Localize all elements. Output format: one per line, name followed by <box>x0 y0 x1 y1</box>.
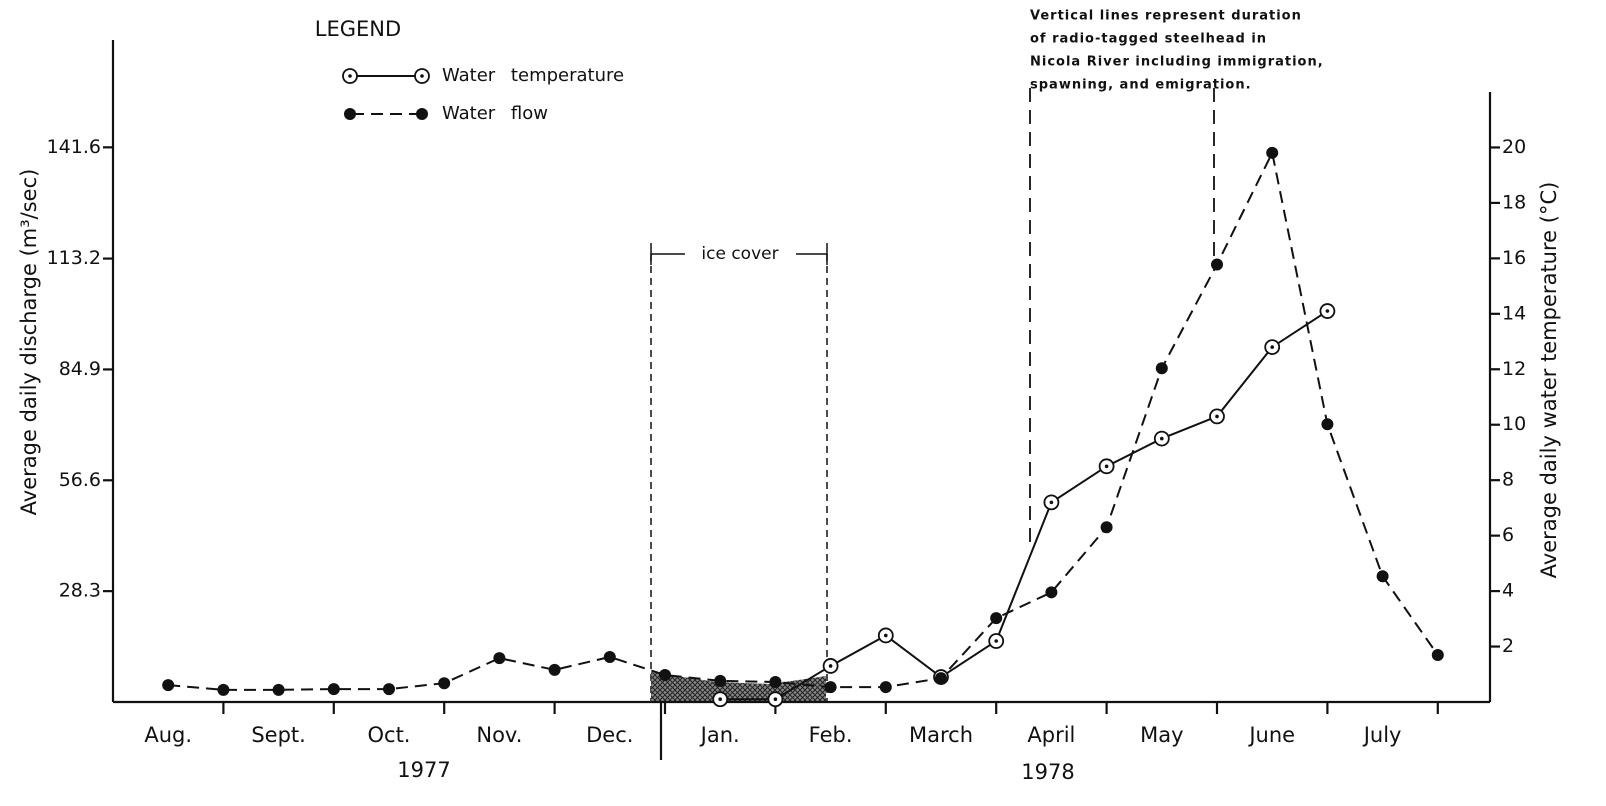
x-tick-label: Dec. <box>586 723 633 747</box>
y2-tick-label: 18 <box>1502 191 1526 213</box>
point-dot <box>718 697 722 702</box>
point <box>1045 586 1058 599</box>
point <box>217 683 230 696</box>
note-line: Vertical lines represent duration <box>1030 9 1302 24</box>
point <box>162 679 175 692</box>
y2-tick-label: 2 <box>1502 635 1514 657</box>
x-tick-label: Sept. <box>251 723 306 747</box>
y2-axis-label: Average daily water temperature (°C) <box>1537 182 1561 579</box>
y-tick-label: 141.6 <box>47 136 101 158</box>
point <box>327 683 340 696</box>
x-tick-label: May <box>1140 723 1183 747</box>
x-tick-label: Oct. <box>368 723 411 747</box>
legend-title: LEGEND <box>315 17 401 41</box>
year-label: 1977 <box>397 758 450 782</box>
point <box>659 668 671 681</box>
ice-cover-label: ice cover <box>701 244 778 264</box>
x-tick-label: Aug. <box>144 723 192 747</box>
point <box>1321 418 1334 431</box>
duration-lines <box>1029 88 1215 550</box>
y-tick-label: 113.2 <box>47 247 101 269</box>
point <box>1376 570 1389 583</box>
series-line <box>168 149 1439 691</box>
note-line: Nicola River including immigration, <box>1030 55 1324 70</box>
point <box>438 677 451 690</box>
y2-tick-label: 16 <box>1502 247 1526 269</box>
point-dot <box>884 633 888 638</box>
x-tick-label: March <box>909 723 973 747</box>
legend-marker-dot <box>420 74 424 78</box>
point-dot <box>1325 309 1330 313</box>
point-dot <box>773 697 778 702</box>
point <box>548 663 561 676</box>
legend-marker <box>344 108 356 120</box>
y2-tick-label: 20 <box>1502 136 1526 158</box>
point <box>1431 648 1444 661</box>
point <box>1266 146 1279 159</box>
note-line: of radio-tagged steelhead in <box>1030 32 1267 47</box>
point <box>769 676 782 689</box>
ice-cover-box <box>650 243 828 702</box>
y2-tick-label: 6 <box>1502 524 1514 546</box>
point-dot <box>828 664 833 668</box>
legend-marker-dot <box>348 74 352 78</box>
y2-tick-label: 12 <box>1502 358 1526 380</box>
point <box>1100 521 1113 534</box>
point <box>1155 362 1168 375</box>
point <box>714 674 727 687</box>
x-tick-label: April <box>1027 723 1075 747</box>
y2-tick-label: 8 <box>1502 469 1514 491</box>
y-axis-label: Average daily discharge (m³/sec) <box>17 169 41 516</box>
series-line <box>720 310 1328 701</box>
x-tick-label: Feb. <box>809 723 853 747</box>
y2-tick-label: 10 <box>1502 413 1526 435</box>
y2-tick-label: 4 <box>1502 580 1514 602</box>
point-dot <box>1215 414 1219 419</box>
x-tick-label: Jan. <box>699 723 740 747</box>
point-dot <box>1104 464 1109 469</box>
point <box>383 683 395 696</box>
point <box>935 672 947 685</box>
point-dot <box>1049 500 1054 505</box>
y2-tick-label: 14 <box>1502 302 1526 324</box>
year-label: 1978 <box>1021 760 1074 784</box>
point <box>990 612 1003 625</box>
point <box>272 683 285 696</box>
legend-label: Water temperature <box>442 65 624 86</box>
y-tick-label: 56.6 <box>59 469 101 491</box>
x-tick-label: Nov. <box>476 723 522 747</box>
note-line: spawning, and emigration. <box>1030 78 1252 93</box>
point <box>1211 258 1223 271</box>
point-dot <box>1160 436 1164 441</box>
y-tick-label: 84.9 <box>59 358 101 380</box>
point <box>493 652 506 665</box>
point <box>824 681 837 694</box>
point-dot <box>994 639 998 643</box>
point <box>603 650 616 663</box>
x-tick-label: June <box>1247 723 1295 747</box>
legend-label: Water flow <box>442 103 548 124</box>
point-dot <box>1270 345 1274 349</box>
x-tick-label: July <box>1362 723 1402 747</box>
point <box>879 681 892 694</box>
legend-marker <box>416 108 428 120</box>
y-tick-label: 28.3 <box>59 580 101 602</box>
